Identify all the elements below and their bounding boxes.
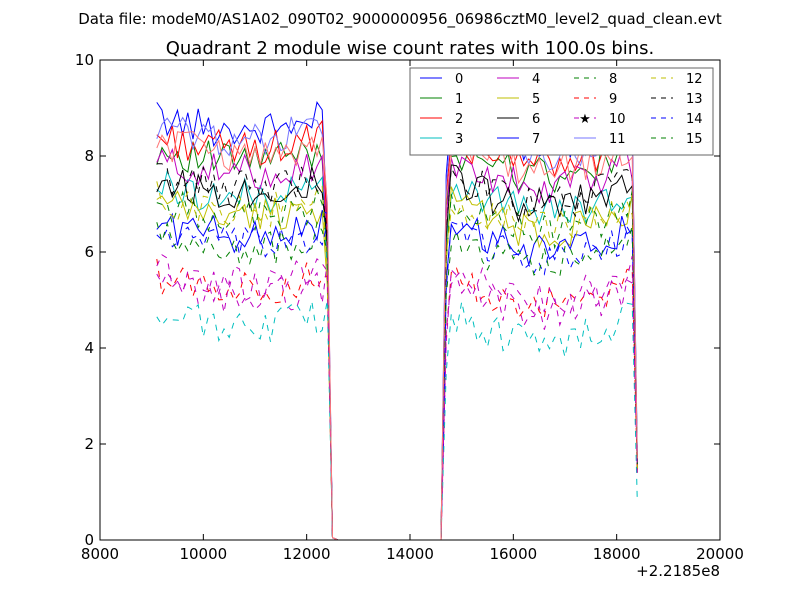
y-tick-label: 8 xyxy=(84,147,94,165)
series-line-6 xyxy=(156,164,638,541)
legend-label-10: 10 xyxy=(609,112,626,127)
legend-label-5: 5 xyxy=(532,92,540,107)
series-line-extra-16 xyxy=(156,299,638,541)
x-tick-label: 14000 xyxy=(386,545,434,563)
series-line-7 xyxy=(156,209,638,541)
x-tick-label: 16000 xyxy=(489,545,537,563)
legend-label-7: 7 xyxy=(532,132,540,147)
series-layer xyxy=(156,101,638,541)
y-tick-label: 6 xyxy=(84,243,94,261)
legend-label-12: 12 xyxy=(686,72,703,87)
x-tick-label: 12000 xyxy=(283,545,331,563)
y-tick-label: 0 xyxy=(84,531,94,549)
legend-label-6: 6 xyxy=(532,112,540,127)
series-line-10 xyxy=(156,261,638,541)
series-line-extra-17 xyxy=(156,254,638,541)
series-line-2 xyxy=(156,119,638,541)
legend-label-13: 13 xyxy=(686,92,703,107)
y-tick-label: 4 xyxy=(84,339,94,357)
legend-label-11: 11 xyxy=(609,132,626,147)
series-line-0 xyxy=(156,101,638,541)
legend-label-15: 15 xyxy=(686,132,703,147)
series-line-3 xyxy=(156,169,638,541)
series-line-1 xyxy=(156,136,638,541)
x-tick-label: 18000 xyxy=(593,545,641,563)
series-line-4 xyxy=(156,147,638,541)
figure-suptitle: Data file: modeM0/AS1A02_090T02_90000009… xyxy=(78,10,722,29)
series-line-15 xyxy=(156,221,638,541)
y-tick-label: 2 xyxy=(84,435,94,453)
legend-label-9: 9 xyxy=(609,92,617,107)
legend-label-8: 8 xyxy=(609,72,617,87)
series-line-extra-18 xyxy=(156,124,638,541)
legend-label-1: 1 xyxy=(455,92,463,107)
series-line-8 xyxy=(156,188,638,541)
series-line-12 xyxy=(156,181,638,541)
series-line-13 xyxy=(156,163,638,541)
legend-label-3: 3 xyxy=(455,132,463,147)
x-offset-label: +2.2185e8 xyxy=(636,562,720,580)
legend-label-0: 0 xyxy=(455,72,463,87)
series-line-9 xyxy=(156,258,638,541)
legend-label-4: 4 xyxy=(532,72,540,87)
legend-marker-star-icon: ★ xyxy=(579,112,591,127)
chart-title: Quadrant 2 module wise count rates with … xyxy=(166,38,655,59)
x-tick-label: 8000 xyxy=(81,545,119,563)
series-line-14 xyxy=(156,220,638,541)
x-tick-label: 10000 xyxy=(179,545,227,563)
legend-label-14: 14 xyxy=(686,112,703,127)
y-tick-label: 10 xyxy=(75,51,94,69)
legend-label-2: 2 xyxy=(455,112,463,127)
x-tick-label: 20000 xyxy=(696,545,744,563)
legend-box xyxy=(409,67,714,156)
ticks-layer: 8000 10000 12000 14000 16000 18000 20000 0 2 4 6 8 1… xyxy=(75,51,744,563)
